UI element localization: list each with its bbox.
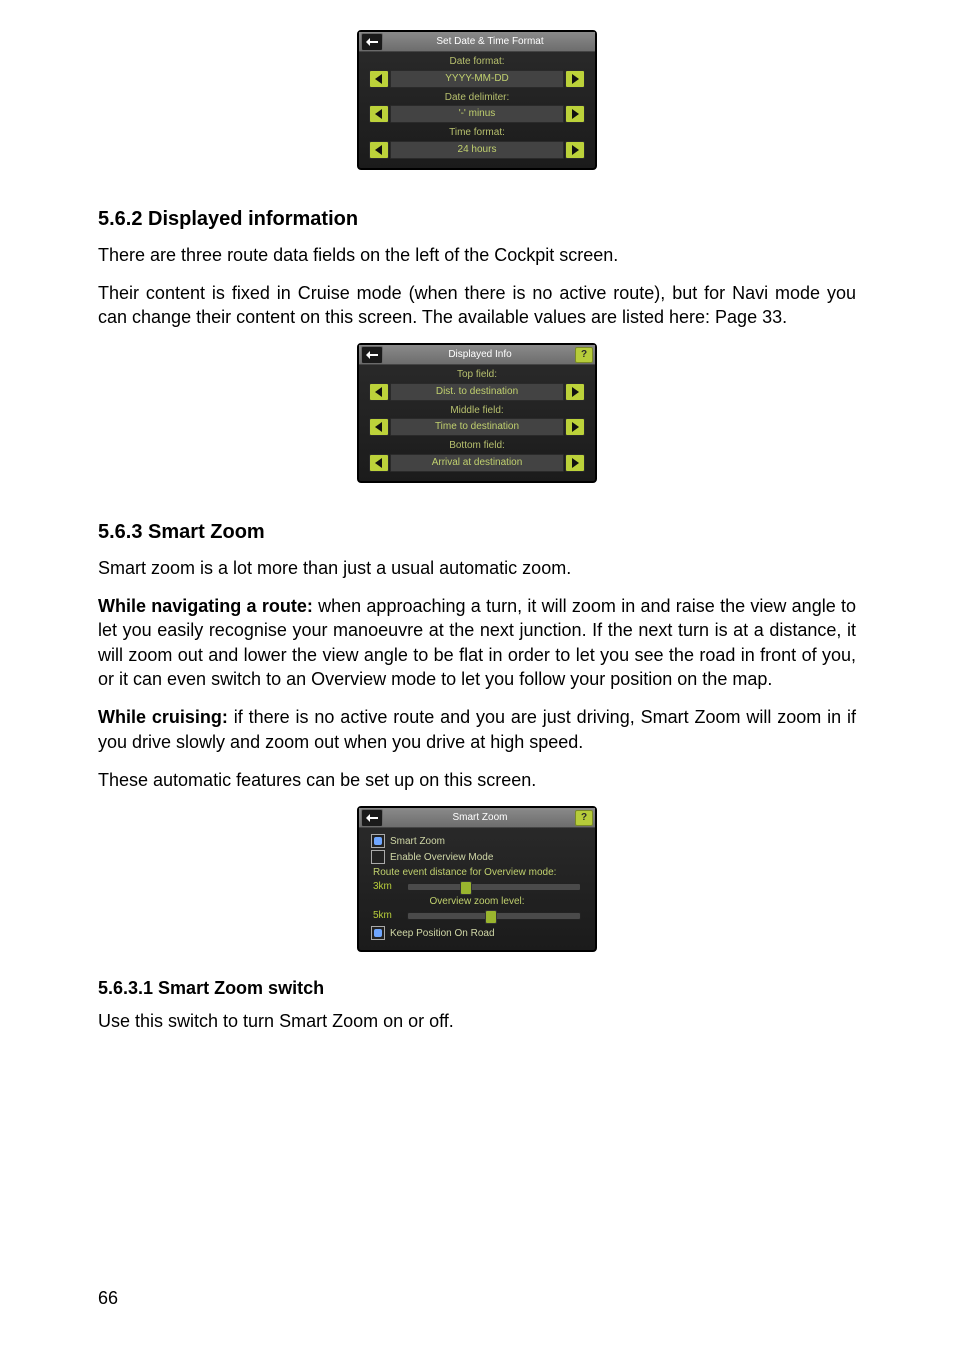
device1-title: Set Date & Time Format — [385, 35, 595, 49]
arrow-left-icon[interactable] — [369, 105, 389, 123]
heading-displayed-info: 5.6.2 Displayed information — [98, 206, 856, 233]
spinner-middle-field: Time to destination — [369, 418, 585, 436]
spinner-date-delim: '-' minus — [369, 105, 585, 123]
para-562a: There are three route data fields on the… — [98, 243, 856, 267]
arrow-right-icon[interactable] — [565, 105, 585, 123]
check-keep-position[interactable]: Keep Position On Road — [371, 926, 583, 940]
device2-label-1: Middle field: — [359, 404, 595, 418]
arrow-right-icon[interactable] — [565, 418, 585, 436]
device2-label-2: Bottom field: — [359, 439, 595, 453]
back-arrow-icon[interactable] — [361, 346, 383, 364]
date-format-value: YYYY-MM-DD — [390, 70, 564, 88]
device3-titlebar: Smart Zoom ? — [359, 808, 595, 828]
slider-knob[interactable] — [460, 881, 472, 895]
check-smart-zoom[interactable]: Smart Zoom — [371, 834, 583, 848]
date-delim-value: '-' minus — [390, 105, 564, 123]
heading-smart-zoom: 5.6.3 Smart Zoom — [98, 519, 856, 546]
para-563c: While cruising: if there is no active ro… — [98, 705, 856, 754]
device1-label-1: Date delimiter: — [359, 91, 595, 105]
device-smart-zoom: Smart Zoom ? Smart Zoom Enable Overview … — [357, 806, 597, 952]
slider-knob[interactable] — [485, 910, 497, 924]
slider2-value: 5km — [373, 909, 401, 923]
spinner-top-field: Dist. to destination — [369, 383, 585, 401]
slider-track[interactable] — [407, 883, 581, 891]
help-icon[interactable]: ? — [575, 347, 593, 363]
device1-label-0: Date format: — [359, 55, 595, 69]
para-563c-lead: While cruising: — [98, 707, 228, 727]
checkbox-icon[interactable] — [371, 834, 385, 848]
para-5631: Use this switch to turn Smart Zoom on or… — [98, 1009, 856, 1033]
checkbox-icon[interactable] — [371, 926, 385, 940]
slider1-value: 3km — [373, 880, 401, 894]
middle-field-value: Time to destination — [390, 418, 564, 436]
para-563a: Smart zoom is a lot more than just a usu… — [98, 556, 856, 580]
device1-titlebar: Set Date & Time Format — [359, 32, 595, 52]
para-563d: These automatic features can be set up o… — [98, 768, 856, 792]
back-arrow-icon[interactable] — [361, 809, 383, 827]
para-563b: While navigating a route: when approachi… — [98, 594, 856, 691]
spinner-date-format: YYYY-MM-DD — [369, 70, 585, 88]
arrow-right-icon[interactable] — [565, 70, 585, 88]
para-562b: Their content is fixed in Cruise mode (w… — [98, 281, 856, 330]
device-datetime-format: Set Date & Time Format Date format: YYYY… — [357, 30, 597, 170]
top-field-value: Dist. to destination — [390, 383, 564, 401]
line-zoom-label: Overview zoom level: — [373, 895, 581, 909]
check-sz-label: Smart Zoom — [390, 835, 445, 849]
para-563b-lead: While navigating a route: — [98, 596, 313, 616]
heading-smart-zoom-switch: 5.6.3.1 Smart Zoom switch — [98, 976, 856, 1000]
spinner-bottom-field: Arrival at destination — [369, 454, 585, 472]
arrow-right-icon[interactable] — [565, 454, 585, 472]
device2-titlebar: Displayed Info ? — [359, 345, 595, 365]
arrow-right-icon[interactable] — [565, 141, 585, 159]
device-displayed-info: Displayed Info ? Top field: Dist. to des… — [357, 343, 597, 483]
back-arrow-icon[interactable] — [361, 33, 383, 51]
slider-route-dist[interactable]: 3km — [373, 880, 581, 894]
bottom-field-value: Arrival at destination — [390, 454, 564, 472]
slider-zoom-level[interactable]: 5km — [373, 909, 581, 923]
line-dist-label: Route event distance for Overview mode: — [373, 866, 581, 880]
spinner-time-format: 24 hours — [369, 141, 585, 159]
device1-label-2: Time format: — [359, 126, 595, 140]
device3-title: Smart Zoom — [385, 811, 575, 825]
check-ov-label: Enable Overview Mode — [390, 851, 493, 865]
check-enable-overview[interactable]: Enable Overview Mode — [371, 850, 583, 864]
help-icon[interactable]: ? — [575, 810, 593, 826]
arrow-right-icon[interactable] — [565, 383, 585, 401]
page-number: 66 — [98, 1286, 118, 1310]
arrow-left-icon[interactable] — [369, 70, 389, 88]
arrow-left-icon[interactable] — [369, 383, 389, 401]
time-format-value: 24 hours — [390, 141, 564, 159]
device2-title: Displayed Info — [385, 348, 575, 362]
slider-track[interactable] — [407, 912, 581, 920]
checkbox-icon[interactable] — [371, 850, 385, 864]
device2-label-0: Top field: — [359, 368, 595, 382]
arrow-left-icon[interactable] — [369, 141, 389, 159]
check-keep-label: Keep Position On Road — [390, 927, 495, 941]
arrow-left-icon[interactable] — [369, 454, 389, 472]
arrow-left-icon[interactable] — [369, 418, 389, 436]
